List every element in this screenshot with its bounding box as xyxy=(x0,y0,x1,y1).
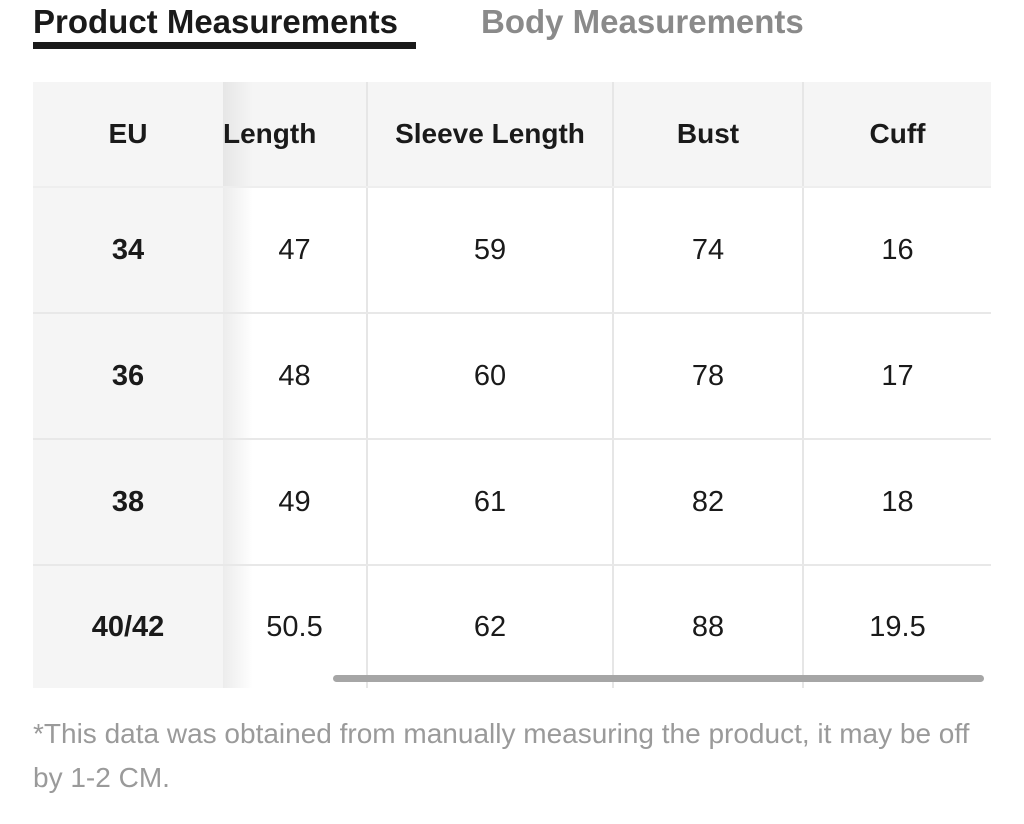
header-eu: EU xyxy=(33,82,223,186)
cell-cuff: 17 xyxy=(802,314,991,438)
table-row: 38 49 61 82 18 xyxy=(33,438,991,564)
cell-cuff: 18 xyxy=(802,440,991,564)
measurement-disclaimer: *This data was obtained from manually me… xyxy=(33,718,970,793)
cell-sleeve-length: 60 xyxy=(366,314,612,438)
cell-length: 50.5 xyxy=(223,566,366,688)
table-row: 40/42 50.5 62 88 19.5 xyxy=(33,564,991,688)
header-bust: Bust xyxy=(612,82,802,186)
tab-body-measurements[interactable]: Body Measurements xyxy=(481,3,804,40)
cell-bust: 82 xyxy=(612,440,802,564)
table-row: 36 48 60 78 17 xyxy=(33,312,991,438)
cell-length: 47 xyxy=(223,188,366,312)
size-table[interactable]: EU Length Sleeve Length Bust Cuff 34 47 … xyxy=(33,82,991,688)
cell-sleeve-length: 62 xyxy=(366,566,612,688)
cell-sleeve-length: 61 xyxy=(366,440,612,564)
cell-length: 48 xyxy=(223,314,366,438)
cell-eu: 34 xyxy=(33,188,223,312)
cell-length: 49 xyxy=(223,440,366,564)
header-sleeve-length: Sleeve Length xyxy=(366,82,612,186)
table-row: 34 47 59 74 16 xyxy=(33,186,991,312)
cell-bust: 88 xyxy=(612,566,802,688)
horizontal-scrollbar[interactable] xyxy=(333,675,984,682)
header-cuff: Cuff xyxy=(802,82,991,186)
header-length: Length xyxy=(223,82,366,186)
cell-cuff: 19.5 xyxy=(802,566,991,688)
cell-sleeve-length: 59 xyxy=(366,188,612,312)
table-header-row: EU Length Sleeve Length Bust Cuff xyxy=(33,82,991,186)
cell-bust: 74 xyxy=(612,188,802,312)
cell-cuff: 16 xyxy=(802,188,991,312)
cell-eu: 40/42 xyxy=(33,566,223,688)
tab-product-measurements[interactable]: Product Measurements xyxy=(33,3,398,40)
measurement-tabs: Product Measurements Body Measurements xyxy=(33,0,993,52)
cell-eu: 36 xyxy=(33,314,223,438)
cell-eu: 38 xyxy=(33,440,223,564)
cell-bust: 78 xyxy=(612,314,802,438)
active-tab-underline xyxy=(33,42,416,49)
